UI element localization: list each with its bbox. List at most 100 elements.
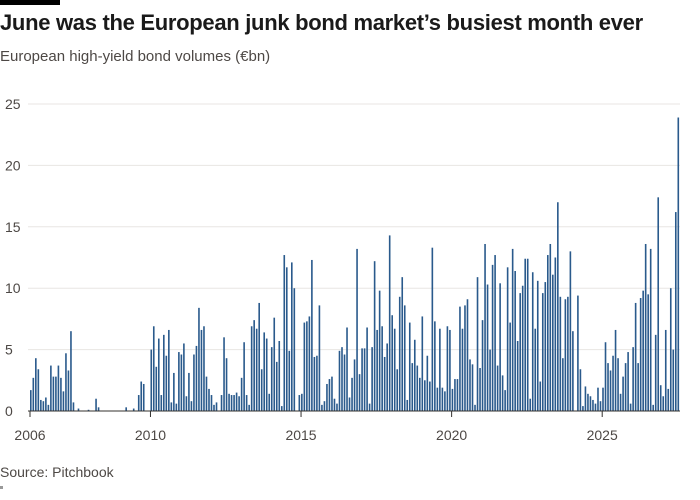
bar	[183, 343, 185, 411]
bar	[434, 321, 436, 411]
bar	[306, 321, 308, 411]
bar	[569, 251, 572, 411]
bar	[248, 404, 250, 411]
bar	[253, 320, 255, 411]
bar	[35, 358, 37, 411]
bar	[549, 243, 552, 411]
bar	[614, 329, 617, 411]
bar	[331, 376, 333, 411]
bar	[386, 343, 388, 411]
bar	[424, 380, 426, 411]
bar	[408, 322, 411, 411]
bar	[52, 376, 55, 411]
bar	[639, 298, 642, 411]
bar	[489, 349, 491, 411]
bar	[238, 396, 240, 411]
bar	[416, 365, 419, 411]
bar	[446, 326, 449, 411]
bar	[554, 257, 557, 411]
bar	[388, 235, 391, 411]
bar	[368, 403, 371, 411]
bar	[511, 248, 514, 411]
bar	[140, 381, 143, 411]
y-tick-label: 0	[5, 403, 13, 419]
bar	[634, 302, 637, 411]
bar	[336, 403, 338, 411]
bar	[393, 328, 396, 411]
bar	[647, 294, 649, 411]
bar	[190, 401, 193, 411]
bar	[559, 296, 562, 411]
bar	[398, 296, 401, 411]
bar	[536, 280, 539, 411]
bar	[624, 363, 627, 411]
bar	[223, 337, 225, 411]
bar	[604, 342, 607, 411]
bar	[260, 369, 263, 411]
bar	[155, 366, 158, 411]
bar	[185, 396, 188, 411]
bars	[30, 117, 680, 411]
bar	[441, 387, 444, 411]
bar	[461, 328, 464, 411]
bar	[72, 402, 75, 411]
chart-title: June was the European junk bond market’s…	[0, 10, 643, 35]
bar	[125, 407, 127, 411]
bar	[504, 390, 506, 411]
bar	[649, 248, 652, 411]
bar	[333, 398, 336, 411]
bar	[411, 363, 414, 411]
bar	[677, 117, 680, 411]
bar	[230, 395, 233, 411]
bar	[632, 347, 634, 411]
bar	[62, 391, 65, 411]
bar	[188, 372, 190, 411]
bar	[496, 365, 499, 411]
y-tick-label: 15	[5, 219, 21, 235]
bar	[373, 261, 376, 411]
bar	[544, 282, 547, 411]
bar	[524, 258, 527, 411]
source-note: Source: Pitchbook	[0, 464, 114, 480]
gridlines	[28, 103, 680, 351]
bar	[567, 296, 569, 411]
y-axis-labels: 0 5 10 15 20 25	[5, 96, 21, 419]
bar	[326, 383, 328, 411]
bar	[173, 372, 175, 411]
bar	[494, 255, 496, 411]
bar	[318, 305, 321, 411]
bar	[584, 386, 587, 411]
bar	[401, 277, 404, 411]
bar	[77, 408, 80, 411]
bar	[301, 393, 303, 411]
x-tick-label: 2006	[14, 427, 45, 443]
bar	[426, 355, 429, 411]
bar	[233, 395, 235, 411]
x-tick-label: 2025	[587, 427, 618, 443]
bar	[313, 356, 316, 411]
bar	[152, 326, 155, 411]
bar	[255, 328, 258, 411]
bar	[481, 320, 484, 411]
bar	[193, 354, 195, 411]
bar	[97, 407, 100, 411]
bar	[40, 399, 42, 411]
bar	[45, 397, 47, 411]
bar	[163, 334, 165, 411]
bar	[303, 322, 306, 411]
bar	[265, 338, 268, 411]
bar	[597, 387, 599, 411]
bar	[343, 354, 346, 411]
bar	[268, 393, 271, 411]
bar	[486, 284, 489, 411]
bar	[564, 299, 567, 411]
bar	[531, 272, 534, 411]
bar	[582, 406, 584, 411]
bar	[474, 404, 476, 411]
bar	[652, 404, 654, 411]
bar	[175, 403, 178, 411]
bar	[607, 363, 609, 411]
bar	[346, 327, 348, 411]
bar	[436, 387, 439, 411]
